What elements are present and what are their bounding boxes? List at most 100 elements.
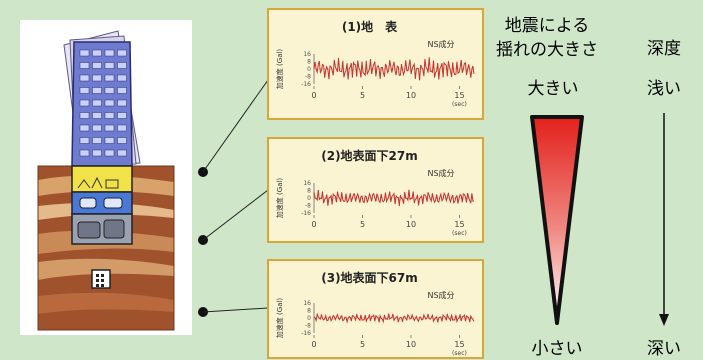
- x-tick-label: 0: [311, 220, 316, 229]
- window: [92, 149, 102, 157]
- x-tick-label: 15: [454, 220, 464, 229]
- acceleration-waveform: [313, 57, 475, 81]
- window: [117, 87, 127, 94]
- window: [92, 99, 102, 107]
- y-tick-label: 0: [307, 195, 311, 202]
- y-tick-label: -16: [301, 210, 311, 217]
- y-axis-label: 加速度 (Gal): [275, 298, 284, 339]
- window: [104, 149, 115, 157]
- window: [117, 99, 127, 107]
- panel-frame: [267, 8, 484, 120]
- window: [117, 137, 127, 144]
- y-tick-label: 8: [307, 188, 311, 195]
- window: [104, 99, 115, 107]
- x-tick-label: 5: [360, 220, 365, 229]
- y-tick-label: -16: [301, 330, 311, 337]
- x-tick-label: 15: [454, 340, 464, 349]
- window: [92, 49, 102, 57]
- window: [104, 74, 115, 82]
- y-tick-label: 8: [307, 308, 311, 315]
- y-tick-label: -8: [305, 323, 311, 330]
- window: [79, 112, 90, 119]
- label-large: 大きい: [528, 79, 579, 99]
- y-tick-label: 16: [303, 300, 311, 307]
- label-shallow: 浅い: [647, 79, 681, 99]
- window: [79, 49, 90, 57]
- window: [104, 87, 115, 94]
- window: [104, 49, 115, 57]
- x-tick-label: 0: [311, 91, 316, 100]
- y-tick-label: 16: [303, 180, 311, 187]
- panel-frame: [267, 259, 484, 359]
- window: [79, 99, 90, 107]
- x-unit-label: (sec): [452, 350, 467, 357]
- component-label: NS成分: [427, 39, 454, 49]
- heading-shaking-line1: 地震による: [505, 16, 590, 36]
- window: [117, 74, 127, 82]
- x-tick-label: 10: [406, 220, 416, 229]
- window: [104, 62, 115, 69]
- x-unit-label: (sec): [452, 230, 467, 237]
- acceleration-waveform: [313, 189, 474, 206]
- connector-line-2: [202, 189, 269, 241]
- connector-line-1: [202, 79, 269, 173]
- y-tick-label: 16: [303, 51, 311, 58]
- window: [79, 149, 90, 157]
- x-tick-label: 10: [406, 91, 416, 100]
- basement: [71, 165, 133, 289]
- connector-line-3: [202, 307, 269, 313]
- y-tick-label: 8: [307, 59, 311, 66]
- y-axis-label: 加速度 (Gal): [275, 49, 284, 90]
- window: [117, 124, 127, 132]
- heading-depth: 深度: [647, 39, 681, 59]
- acceleration-waveform: [313, 312, 475, 324]
- x-tick-label: 5: [360, 340, 365, 349]
- building-windows: [79, 49, 127, 157]
- window: [117, 49, 127, 57]
- component-label: NS成分: [427, 290, 454, 300]
- y-tick-label: -16: [301, 81, 311, 88]
- window: [104, 112, 115, 119]
- x-tick-label: 0: [311, 340, 316, 349]
- label-small: 小さい: [532, 339, 583, 359]
- heading-shaking-line2: 揺れの大きさ: [496, 40, 598, 60]
- x-unit-label: (sec): [452, 101, 467, 108]
- panel-title: (2)地表面下27m: [321, 148, 418, 163]
- magnitude-triangle: [530, 115, 584, 325]
- window: [104, 137, 115, 144]
- window: [92, 112, 102, 119]
- window: [104, 124, 115, 132]
- x-tick-label: 10: [406, 340, 416, 349]
- window: [92, 74, 102, 82]
- window: [92, 62, 102, 69]
- depth-arrow-head: [659, 314, 669, 326]
- y-tick-label: 0: [307, 315, 311, 322]
- window: [79, 74, 90, 82]
- building-illustration: [20, 20, 269, 335]
- window: [117, 149, 127, 157]
- panel-title: (3)地表面下67m: [321, 270, 418, 285]
- window: [79, 124, 90, 132]
- x-tick-label: 15: [454, 91, 464, 100]
- window: [79, 62, 90, 69]
- window: [79, 87, 90, 94]
- window: [92, 124, 102, 132]
- window: [79, 137, 90, 144]
- component-label: NS成分: [427, 168, 454, 178]
- panel-title: (1)地 表: [342, 19, 398, 34]
- building-tower: [63, 30, 141, 167]
- panel-frame: [267, 137, 484, 243]
- y-axis-label: 加速度 (Gal): [275, 178, 284, 219]
- y-tick-label: -8: [305, 203, 311, 210]
- x-tick-label: 5: [360, 91, 365, 100]
- window: [117, 62, 127, 69]
- y-tick-label: 0: [307, 66, 311, 73]
- label-deep: 深い: [647, 339, 681, 359]
- window: [117, 112, 127, 119]
